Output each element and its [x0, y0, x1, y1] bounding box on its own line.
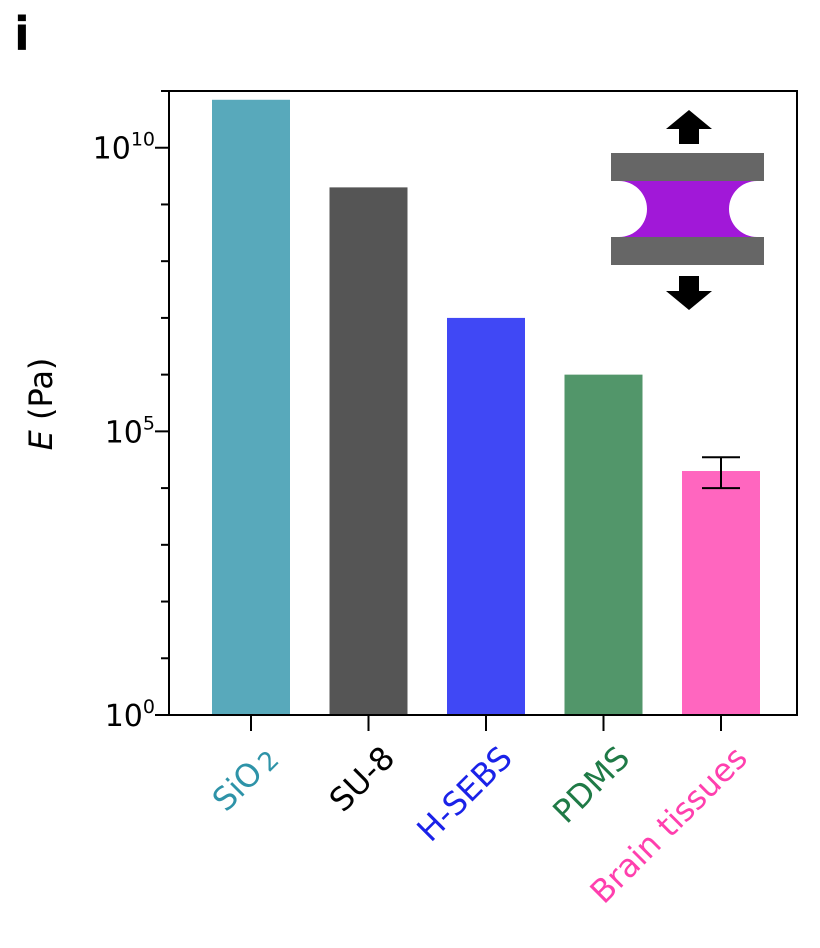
- tensile-test-schematic-icon: [611, 110, 764, 310]
- category-label-text: SU-8: [322, 739, 402, 819]
- plot-frame: [168, 90, 798, 716]
- error-bars: [702, 456, 740, 490]
- bottom-grip-plate: [611, 237, 764, 265]
- category-label-1: SiO2: [205, 739, 286, 820]
- y-axis-label-unit: (Pa): [22, 358, 60, 431]
- y-tick-exponent: 0: [143, 696, 155, 718]
- panel-label: i: [14, 7, 30, 61]
- bars: [212, 99, 760, 715]
- y-tick-base: 10: [93, 132, 131, 167]
- bar-1: [212, 99, 290, 715]
- y-tick-base: 10: [105, 415, 143, 450]
- y-tick-exponent: 5: [143, 412, 155, 434]
- y-tick-exponent: 10: [131, 129, 155, 151]
- y-tick-label: 1010: [93, 129, 155, 167]
- bar-3: [447, 317, 525, 715]
- bar-4: [564, 374, 643, 715]
- y-axis-label-variable: E: [22, 429, 60, 450]
- category-label-text: H-SEBS: [409, 739, 519, 849]
- y-axis-label: E (Pa): [22, 358, 60, 451]
- category-label-2: SU-8: [322, 739, 402, 819]
- bar-5: [682, 471, 760, 715]
- sample-specimen: [619, 181, 757, 237]
- category-label-3: H-SEBS: [409, 739, 519, 849]
- top-grip-plate: [611, 153, 764, 181]
- bar-2: [329, 187, 408, 715]
- y-tick-label: 100: [105, 696, 155, 734]
- arrow-up-icon: [666, 110, 712, 144]
- error-bar-5: [702, 456, 740, 490]
- y-tick-base: 10: [105, 699, 143, 734]
- y-tick-label: 105: [105, 412, 155, 450]
- arrow-down-icon: [666, 276, 712, 310]
- category-label-4: PDMS: [545, 739, 637, 831]
- x-axis-ticks: [250, 715, 722, 731]
- category-label-text: PDMS: [545, 739, 637, 831]
